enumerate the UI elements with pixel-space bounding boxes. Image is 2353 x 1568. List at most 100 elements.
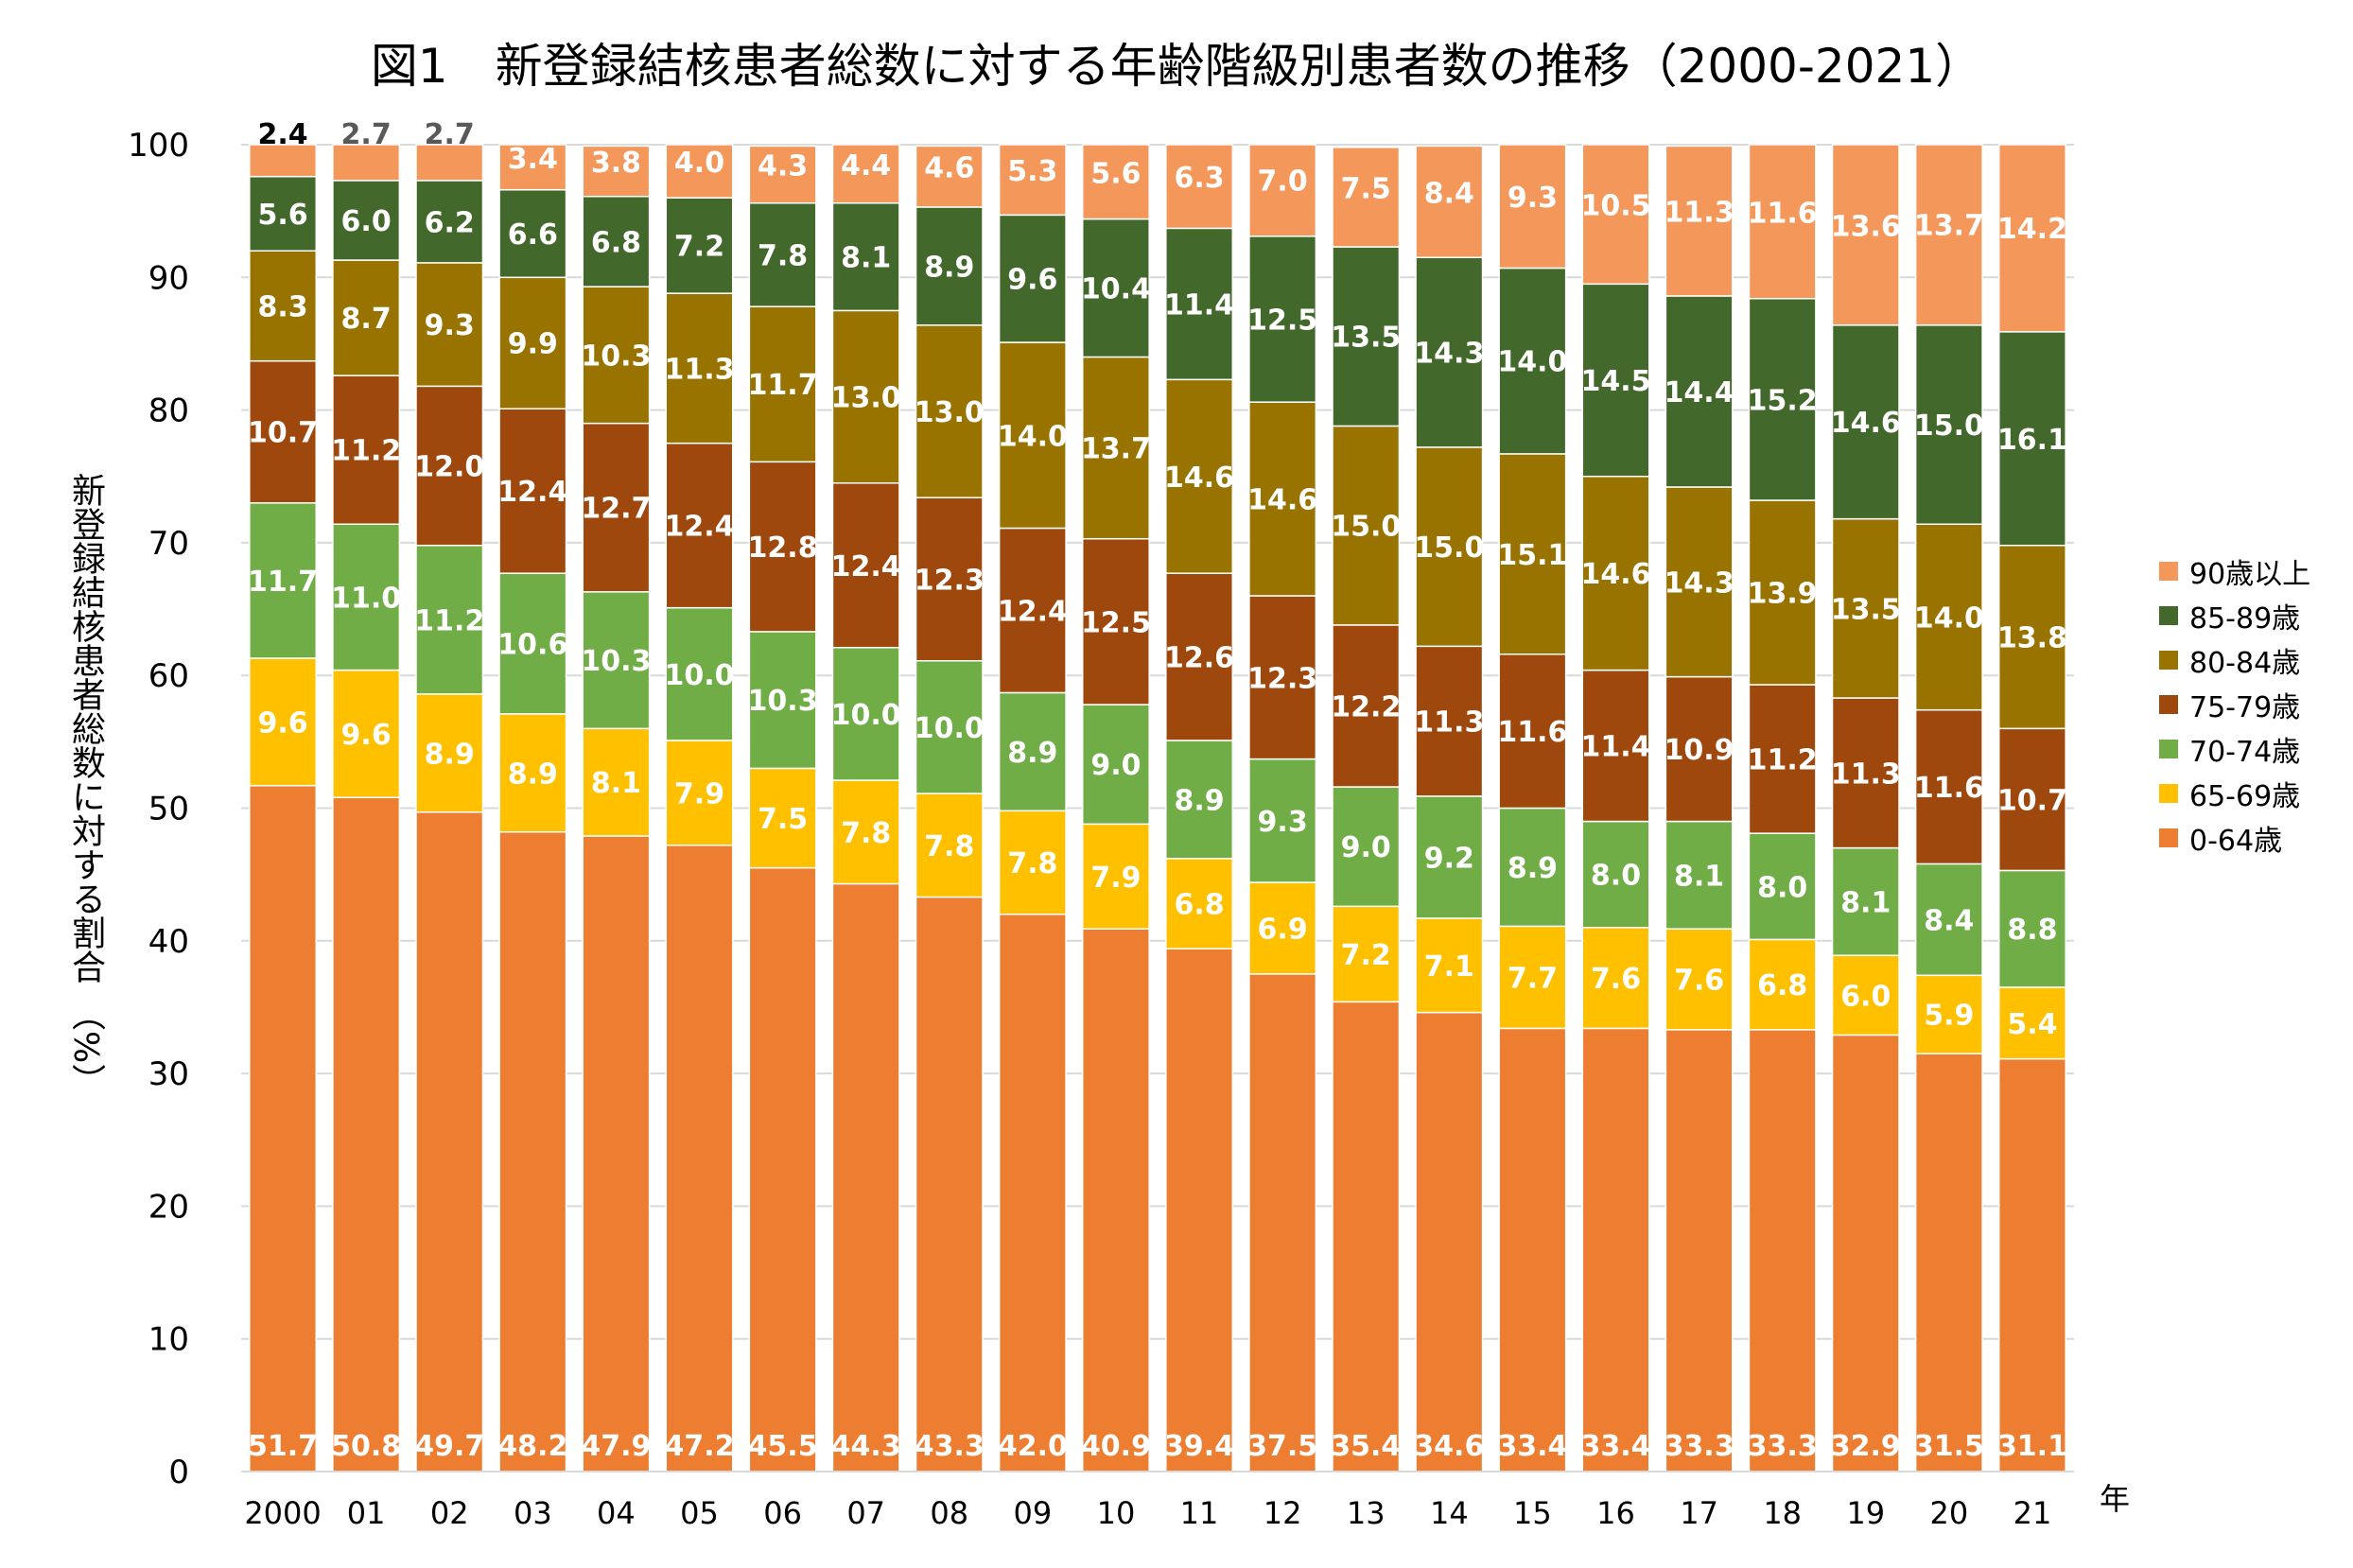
data-label: 13.7	[1081, 433, 1151, 466]
bar-segment	[1914, 708, 1983, 865]
bar-segment	[498, 572, 567, 715]
data-label: 11.2	[331, 435, 401, 468]
bar-segment	[1997, 869, 2066, 988]
x-axis-unit: 年	[2100, 1481, 2131, 1517]
bar-segment	[1914, 523, 1983, 711]
bar-segment	[415, 262, 484, 388]
data-label: 8.0	[1591, 860, 1641, 893]
data-label: 11.0	[331, 582, 401, 615]
data-label: 13.6	[1831, 210, 1901, 243]
data-label: 6.8	[591, 226, 641, 259]
legend-label: 70-74歳	[2189, 735, 2301, 769]
data-label: 11.7	[748, 369, 818, 402]
bar-segment	[831, 882, 900, 1472]
y-tick-label: 70	[148, 525, 189, 563]
data-label: 11.4	[1164, 288, 1234, 322]
data-label: 15.2	[1748, 384, 1818, 417]
bar-segment	[915, 896, 984, 1472]
bar-segment	[1831, 1034, 1900, 1472]
data-label: 14.6	[1247, 484, 1317, 517]
data-label: 43.3	[915, 1430, 985, 1463]
data-label: 10.0	[831, 699, 901, 732]
x-tick-label: 02	[430, 1495, 469, 1531]
bar-segment	[1081, 704, 1150, 826]
data-label: 10.5	[1580, 190, 1650, 223]
bar-segment	[1831, 324, 1900, 520]
data-label: 32.9	[1831, 1430, 1901, 1463]
data-label: 9.0	[1090, 749, 1141, 782]
data-label: 8.9	[924, 251, 974, 284]
data-label: 6.6	[508, 218, 558, 252]
bar-segment	[1748, 938, 1817, 1031]
y-axis-label-unit: （%）	[66, 997, 105, 1098]
y-tick-label: 0	[168, 1454, 189, 1491]
x-tick-label: 20	[1930, 1495, 1969, 1531]
data-label: 7.8	[924, 830, 974, 863]
data-label: 8.4	[1924, 904, 1974, 937]
y-tick-label: 60	[148, 657, 189, 695]
bar-segment	[665, 197, 734, 294]
data-label: 31.5	[1914, 1430, 1984, 1463]
y-tick-label: 80	[148, 392, 189, 430]
bar-segment	[1748, 684, 1817, 834]
data-label: 7.8	[1007, 847, 1057, 880]
data-label: 14.2	[1997, 213, 2067, 246]
legend-swatch	[2159, 739, 2178, 758]
bar-segment	[831, 482, 900, 649]
legend-swatch	[2159, 650, 2178, 670]
bar-segment	[1332, 425, 1401, 626]
bar-segment	[1332, 905, 1401, 1003]
bar-segment	[1997, 544, 2066, 730]
data-label: 2.7	[341, 118, 392, 151]
bar-segment	[1081, 144, 1150, 220]
bar-segment	[1332, 786, 1401, 908]
data-label: 42.0	[998, 1430, 1068, 1463]
data-label: 11.3	[1414, 706, 1484, 740]
bar-segment	[1831, 954, 1900, 1037]
bar-segment	[582, 591, 651, 730]
y-tick-label: 90	[148, 259, 189, 297]
bar-segment	[1914, 974, 1983, 1054]
bar-segment	[498, 144, 567, 191]
bar-segment	[1665, 820, 1734, 930]
x-tick-label: 21	[2013, 1495, 2052, 1531]
bar-segment	[1332, 624, 1401, 788]
x-tick-label: 16	[1596, 1495, 1635, 1531]
data-label: 45.5	[748, 1430, 818, 1463]
bar-segment	[498, 276, 567, 409]
bar-segment	[415, 544, 484, 695]
data-label: 8.3	[257, 290, 307, 323]
bar-segment	[249, 359, 318, 504]
bar-segment	[1415, 446, 1484, 648]
bar-segment	[332, 180, 401, 261]
bar-segment	[332, 669, 401, 799]
data-label: 9.3	[1258, 806, 1308, 839]
bar-segment	[1415, 256, 1484, 448]
bar-segment	[1665, 928, 1734, 1031]
bar-segment	[1415, 1011, 1484, 1472]
bar-segment	[1081, 928, 1150, 1472]
data-label: 13.7	[1914, 210, 1984, 243]
data-label: 6.9	[1258, 913, 1308, 946]
x-tick-label: 2000	[244, 1495, 321, 1531]
bar-segment	[1332, 1001, 1401, 1472]
x-tick-label: 19	[1846, 1495, 1885, 1531]
data-label: 8.8	[2007, 914, 2057, 947]
x-tick-label: 13	[1347, 1495, 1386, 1531]
x-tick-label: 12	[1264, 1495, 1302, 1531]
data-label: 12.6	[1164, 642, 1234, 675]
legend-item: 75-79歳	[2159, 682, 2310, 726]
data-label: 13.5	[1331, 322, 1401, 355]
data-label: 12.4	[998, 595, 1068, 628]
data-label: 7.8	[758, 239, 808, 272]
data-label: 48.2	[497, 1430, 567, 1463]
data-label: 8.9	[508, 758, 558, 791]
bar-segment	[1997, 331, 2066, 547]
data-label: 12.8	[748, 531, 818, 565]
x-tick-label: 03	[514, 1495, 552, 1531]
data-label: 8.0	[1757, 871, 1807, 904]
data-label: 8.1	[591, 767, 641, 800]
data-label: 2.4	[257, 118, 307, 151]
bar-segment	[1498, 267, 1567, 455]
data-label: 11.3	[664, 353, 734, 386]
